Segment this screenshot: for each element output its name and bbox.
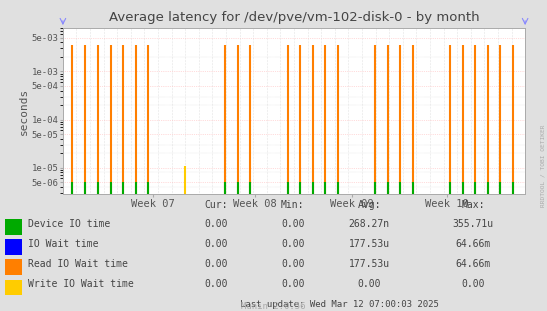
Text: IO Wait time: IO Wait time (28, 239, 99, 249)
Text: Read IO Wait time: Read IO Wait time (28, 259, 129, 269)
FancyBboxPatch shape (5, 239, 22, 255)
Text: 0.00: 0.00 (281, 259, 304, 269)
Text: Write IO Wait time: Write IO Wait time (28, 280, 134, 290)
Text: RRDTOOL / TOBI OETIKER: RRDTOOL / TOBI OETIKER (540, 124, 546, 207)
FancyBboxPatch shape (5, 219, 22, 235)
Text: Munin 2.0.56: Munin 2.0.56 (241, 302, 306, 311)
Text: Last update: Wed Mar 12 07:00:03 2025: Last update: Wed Mar 12 07:00:03 2025 (240, 299, 439, 309)
Text: 177.53u: 177.53u (348, 239, 390, 249)
Text: 0.00: 0.00 (205, 239, 228, 249)
Text: Cur:: Cur: (205, 200, 228, 210)
Text: Device IO time: Device IO time (28, 219, 110, 229)
Text: 0.00: 0.00 (358, 280, 381, 290)
Text: Max:: Max: (462, 200, 485, 210)
FancyBboxPatch shape (5, 259, 22, 275)
Text: 0.00: 0.00 (205, 219, 228, 229)
Text: 0.00: 0.00 (281, 280, 304, 290)
Text: 0.00: 0.00 (205, 280, 228, 290)
Text: 0.00: 0.00 (462, 280, 485, 290)
FancyBboxPatch shape (5, 280, 22, 295)
Text: Min:: Min: (281, 200, 304, 210)
Text: 177.53u: 177.53u (348, 259, 390, 269)
Text: 0.00: 0.00 (281, 219, 304, 229)
Text: 64.66m: 64.66m (456, 239, 491, 249)
Text: Avg:: Avg: (358, 200, 381, 210)
Y-axis label: seconds: seconds (19, 88, 29, 135)
Text: 268.27n: 268.27n (348, 219, 390, 229)
Text: 355.71u: 355.71u (452, 219, 494, 229)
Text: 0.00: 0.00 (205, 259, 228, 269)
Title: Average latency for /dev/pve/vm-102-disk-0 - by month: Average latency for /dev/pve/vm-102-disk… (109, 11, 479, 24)
Text: 0.00: 0.00 (281, 239, 304, 249)
Text: 64.66m: 64.66m (456, 259, 491, 269)
